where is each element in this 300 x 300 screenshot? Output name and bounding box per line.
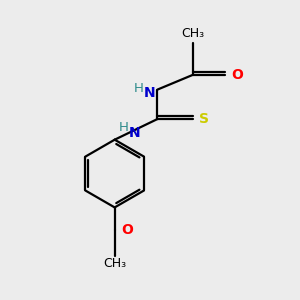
Text: O: O: [232, 68, 243, 82]
Text: CH₃: CH₃: [103, 257, 126, 271]
Text: N: N: [129, 126, 140, 140]
Text: H: H: [134, 82, 144, 95]
Text: H: H: [119, 121, 129, 134]
Text: S: S: [199, 112, 209, 126]
Text: O: O: [121, 223, 133, 236]
Text: N: N: [144, 85, 156, 100]
Text: CH₃: CH₃: [181, 27, 204, 40]
